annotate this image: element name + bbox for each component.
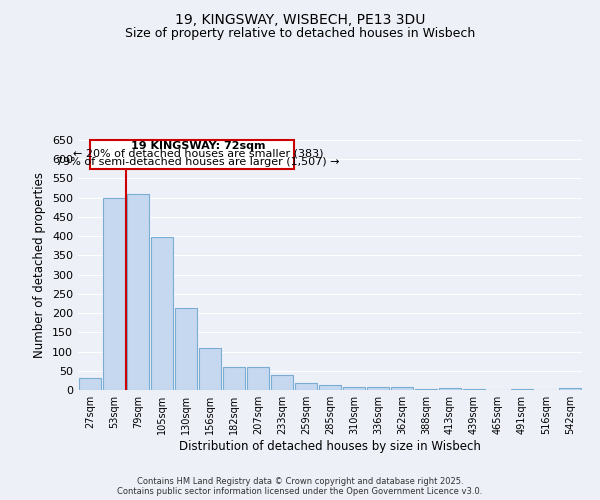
Text: ← 20% of detached houses are smaller (383): ← 20% of detached houses are smaller (38… bbox=[73, 149, 323, 159]
Bar bbox=[271, 374, 293, 390]
Bar bbox=[175, 308, 197, 390]
X-axis label: Distribution of detached houses by size in Wisbech: Distribution of detached houses by size … bbox=[179, 440, 481, 453]
Bar bbox=[127, 194, 149, 390]
Bar bbox=[559, 388, 581, 390]
Bar bbox=[391, 387, 413, 390]
Bar bbox=[319, 385, 341, 390]
Text: 19, KINGSWAY, WISBECH, PE13 3DU: 19, KINGSWAY, WISBECH, PE13 3DU bbox=[175, 12, 425, 26]
Text: Size of property relative to detached houses in Wisbech: Size of property relative to detached ho… bbox=[125, 28, 475, 40]
Bar bbox=[439, 388, 461, 390]
Bar bbox=[343, 387, 365, 390]
Bar bbox=[415, 389, 437, 390]
Bar bbox=[79, 378, 101, 390]
Bar bbox=[295, 382, 317, 390]
Bar bbox=[511, 389, 533, 390]
FancyBboxPatch shape bbox=[91, 140, 295, 169]
Bar bbox=[247, 366, 269, 390]
Bar bbox=[367, 387, 389, 390]
Bar bbox=[103, 198, 125, 390]
Text: 19 KINGSWAY: 72sqm: 19 KINGSWAY: 72sqm bbox=[131, 141, 265, 151]
Text: Contains HM Land Registry data © Crown copyright and database right 2025.: Contains HM Land Registry data © Crown c… bbox=[137, 477, 463, 486]
Bar bbox=[463, 389, 485, 390]
Bar bbox=[223, 366, 245, 390]
Bar bbox=[151, 238, 173, 390]
Y-axis label: Number of detached properties: Number of detached properties bbox=[34, 172, 46, 358]
Text: Contains public sector information licensed under the Open Government Licence v3: Contains public sector information licen… bbox=[118, 487, 482, 496]
Bar bbox=[199, 348, 221, 390]
Text: 79% of semi-detached houses are larger (1,507) →: 79% of semi-detached houses are larger (… bbox=[56, 156, 340, 166]
